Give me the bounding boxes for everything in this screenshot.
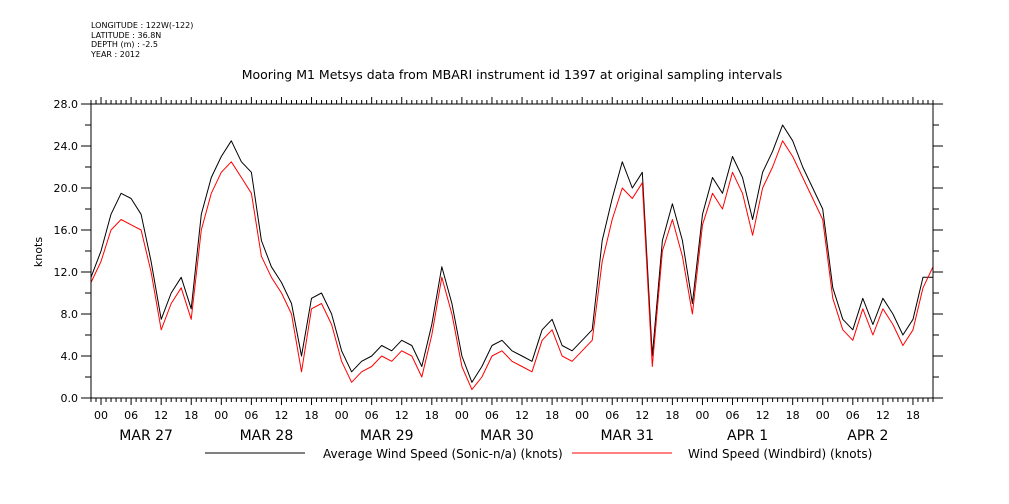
x-hour-label: 18 [545,409,559,422]
x-hour-label: 00 [816,409,830,422]
x-hour-label: 06 [846,409,860,422]
x-hour-label: 06 [605,409,619,422]
x-hour-label: 12 [756,409,770,422]
series-line-2 [90,140,934,391]
x-hour-label: 06 [485,409,499,422]
x-date-label: APR 1 [727,428,768,444]
y-tick-label: 20.0 [54,182,79,195]
axis-labels: 0.0 4.0 8.0 12.0 16.0 20.0 24.0 28.0 00 06 12 18 00 0… [54,98,920,444]
latitude-text: LATITUDE : 36.8N [91,30,162,40]
legend-label-2: Wind Speed (Windbird) (knots) [688,447,872,461]
x-hour-label: 18 [665,409,679,422]
y-tick-label: 16.0 [54,224,79,237]
x-hour-label: 06 [365,409,379,422]
x-hour-label: 00 [695,409,709,422]
x-hour-label: 12 [515,409,529,422]
plot-frame [90,103,934,399]
legend: Average Wind Speed (Sonic-n/a) (knots) Wi… [205,447,872,461]
x-hour-label: 18 [184,409,198,422]
y-tick-label: 24.0 [54,140,79,153]
y-axis-label: knots [32,237,45,267]
x-hour-label: 18 [425,409,439,422]
y-tick-label: 12.0 [54,266,79,279]
x-hour-label: 12 [876,409,890,422]
x-hour-label: 06 [726,409,740,422]
plot-lines [90,124,934,391]
x-date-label: MAR 30 [480,428,534,444]
x-hour-label: 12 [154,409,168,422]
x-hour-label: 00 [214,409,228,422]
depth-text: DEPTH (m) : -2.5 [91,40,158,49]
x-hour-label: 00 [575,409,589,422]
legend-label-1: Average Wind Speed (Sonic-n/a) (knots) [323,447,563,461]
x-date-label: MAR 27 [119,428,173,444]
chart-title: Mooring M1 Metsys data from MBARI instru… [242,67,783,82]
x-hour-label: 06 [244,409,258,422]
x-hour-label: 18 [906,409,920,422]
x-date-label: MAR 29 [360,428,414,444]
y-tick-label: 8.0 [61,308,79,321]
x-date-label: MAR 28 [240,428,294,444]
x-hour-label: 12 [274,409,288,422]
x-hour-label: 18 [786,409,800,422]
y-tick-label: 0.0 [61,392,79,405]
x-date-label: MAR 31 [600,428,654,444]
series-line-1 [90,124,933,383]
x-hour-label: 18 [305,409,319,422]
metadata-header: LONGITUDE : 122W(-122) LATITUDE : 36.8N … [91,21,193,59]
x-hour-label: 00 [335,409,349,422]
y-tick-label: 28.0 [54,98,79,111]
x-hour-label: 12 [395,409,409,422]
x-hour-label: 12 [635,409,649,422]
longitude-text: LONGITUDE : 122W(-122) [91,21,194,30]
x-hour-label: 06 [124,409,138,422]
year-text: YEAR : 2012 [91,49,141,59]
x-date-label: APR 2 [847,428,888,444]
x-hour-label: 00 [94,409,108,422]
y-tick-label: 4.0 [61,350,79,363]
axis-ticks [81,97,943,405]
x-hour-label: 00 [455,409,469,422]
